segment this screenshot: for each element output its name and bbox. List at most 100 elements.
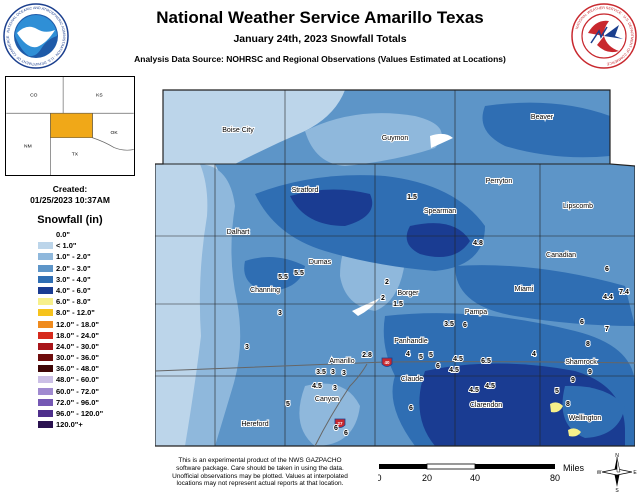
interstate-40-shield: 40 xyxy=(381,357,393,367)
legend-label: 36.0" - 48.0" xyxy=(56,364,99,374)
snowfall-report-value: 3 xyxy=(342,370,346,377)
snowfall-report-value: 1.5 xyxy=(393,301,403,308)
legend-swatch xyxy=(38,320,53,328)
scale-tick: 20 xyxy=(422,473,432,483)
legend-swatch xyxy=(38,253,53,261)
page-title: National Weather Service Amarillo Texas xyxy=(156,8,484,27)
inset-locator-map: CO KS NM OK TX xyxy=(5,76,135,176)
legend-label: 12.0" - 18.0" xyxy=(56,319,99,329)
legend-swatch xyxy=(38,342,53,350)
legend-label: 2.0" - 3.0" xyxy=(56,263,91,273)
inset-highlight-region xyxy=(50,112,93,139)
interstate-27-line xyxy=(314,363,368,447)
snowfall-report-value: 3.5 xyxy=(316,369,326,376)
legend-label: < 1.0" xyxy=(56,241,77,251)
legend-swatch xyxy=(38,242,53,250)
city-label: Miami xyxy=(515,286,534,293)
legend-label: 72.0" - 96.0" xyxy=(56,397,99,407)
legend-swatch xyxy=(38,376,53,384)
legend-swatch xyxy=(38,331,53,339)
snowfall-report-value: 5 xyxy=(419,354,423,361)
legend-label: 120.0"+ xyxy=(56,420,83,430)
snowfall-report-value: 6 xyxy=(580,319,584,326)
compass-north: N xyxy=(615,453,619,459)
inset-label-tx: TX xyxy=(72,151,79,157)
legend-swatch xyxy=(38,298,53,306)
snowfall-report-value: 4.5 xyxy=(449,367,459,374)
snowfall-report-value: 6 xyxy=(463,322,467,329)
legend-label: 48.0" - 60.0" xyxy=(56,375,99,385)
snowfall-report-value: 4.8 xyxy=(473,240,483,247)
city-labels: Boise City Guymon Beaver Stratford Perryton S… xyxy=(221,113,602,429)
city-label: Clarendon xyxy=(470,402,502,409)
city-label: Channing xyxy=(250,287,280,294)
interstate-40-label: 40 xyxy=(384,360,390,365)
snowfall-report-value: 3 xyxy=(245,344,249,351)
legend-label: 3.0" - 4.0" xyxy=(56,274,91,284)
snowfall-report-value: 5.5 xyxy=(294,270,304,277)
legend-swatch xyxy=(38,410,53,417)
snowfall-report-value: 6 xyxy=(436,363,440,370)
scale-tick: 80 xyxy=(550,473,560,483)
city-label: Guymon xyxy=(382,135,409,142)
city-label: Dumas xyxy=(309,259,332,266)
disclaimer-note: This is an experimental product of the N… xyxy=(160,457,360,488)
interstate-27-label: 27 xyxy=(337,421,343,426)
city-label: Panhandle xyxy=(394,338,428,345)
compass-east: E xyxy=(633,470,637,476)
compass-south: S xyxy=(615,488,619,492)
city-label: Canyon xyxy=(315,396,339,403)
disclaimer-line: This is an experimental product of the N… xyxy=(178,457,342,464)
scale-tick: 0 xyxy=(378,473,382,483)
snowfall-shading xyxy=(155,90,635,446)
noaa-logo: NOAA NATIONAL OCEANIC AND ATMOSPHERIC AD… xyxy=(3,3,69,69)
legend-swatch xyxy=(38,365,53,373)
legend-label: 18.0" - 24.0" xyxy=(56,330,99,340)
snowfall-report-value: 5 xyxy=(286,401,290,408)
legend-label: 0.0" xyxy=(56,230,70,239)
snowfall-report-value: 3 xyxy=(333,385,337,392)
legend-label: 1.0" - 2.0" xyxy=(56,252,91,262)
snowfall-report-value: 3 xyxy=(278,310,282,317)
legend-label: 96.0" - 120.0" xyxy=(56,409,104,418)
city-label: Beaver xyxy=(531,114,554,121)
noaa-logo-text: NOAA xyxy=(23,31,48,41)
legend-swatch xyxy=(38,421,53,429)
snowfall-report-value: 1.5 xyxy=(407,194,417,201)
legend-label: 8.0" - 12.0" xyxy=(56,308,95,318)
snowfall-report-value: 8 xyxy=(566,401,570,408)
scale-unit: Miles xyxy=(563,463,585,473)
city-label: Pampa xyxy=(465,309,487,316)
nws-logo: NATIONAL WEATHER SERVICE · U.S. DEPARTME… xyxy=(571,3,637,69)
legend-swatch xyxy=(38,286,53,294)
snowfall-report-value: 2 xyxy=(381,295,385,302)
snowfall-report-value: 7.4 xyxy=(619,289,629,296)
city-label: Lipscomb xyxy=(563,203,593,210)
city-label: Boise City xyxy=(222,127,254,134)
legend-swatch xyxy=(38,309,53,317)
inset-label-nm: NM xyxy=(24,144,32,150)
legend-label: 60.0" - 72.0" xyxy=(56,386,99,396)
compass-west: W xyxy=(597,470,602,476)
city-label: Borger xyxy=(397,290,419,297)
legend-label: 24.0" - 30.0" xyxy=(56,341,99,351)
snowfall-report-value: 4.5 xyxy=(485,383,495,390)
interstate-27-shield: 27 xyxy=(334,418,346,428)
created-timestamp: 01/25/2023 10:37AM xyxy=(30,195,110,205)
legend-swatch xyxy=(38,264,53,272)
city-label: Hereford xyxy=(241,421,268,428)
inset-label-ok: OK xyxy=(111,130,119,136)
data-source-note: Analysis Data Source: NOHRSC and Regiona… xyxy=(134,54,506,64)
snowfall-report-value: 2.8 xyxy=(362,352,372,359)
snowfall-report-value: 4.4 xyxy=(603,294,613,301)
snowfall-report-value: 9 xyxy=(588,369,592,376)
city-label: Stratford xyxy=(292,187,319,194)
city-label: Dalhart xyxy=(227,229,250,236)
legend-label: 30.0" - 36.0" xyxy=(56,353,99,363)
scale-tick: 40 xyxy=(470,473,480,483)
city-label: Claude xyxy=(401,376,423,383)
inset-label-ks: KS xyxy=(96,93,103,99)
city-label: Wellington xyxy=(569,415,602,422)
snowfall-report-value: 6 xyxy=(344,430,348,437)
legend-swatch xyxy=(38,387,53,395)
